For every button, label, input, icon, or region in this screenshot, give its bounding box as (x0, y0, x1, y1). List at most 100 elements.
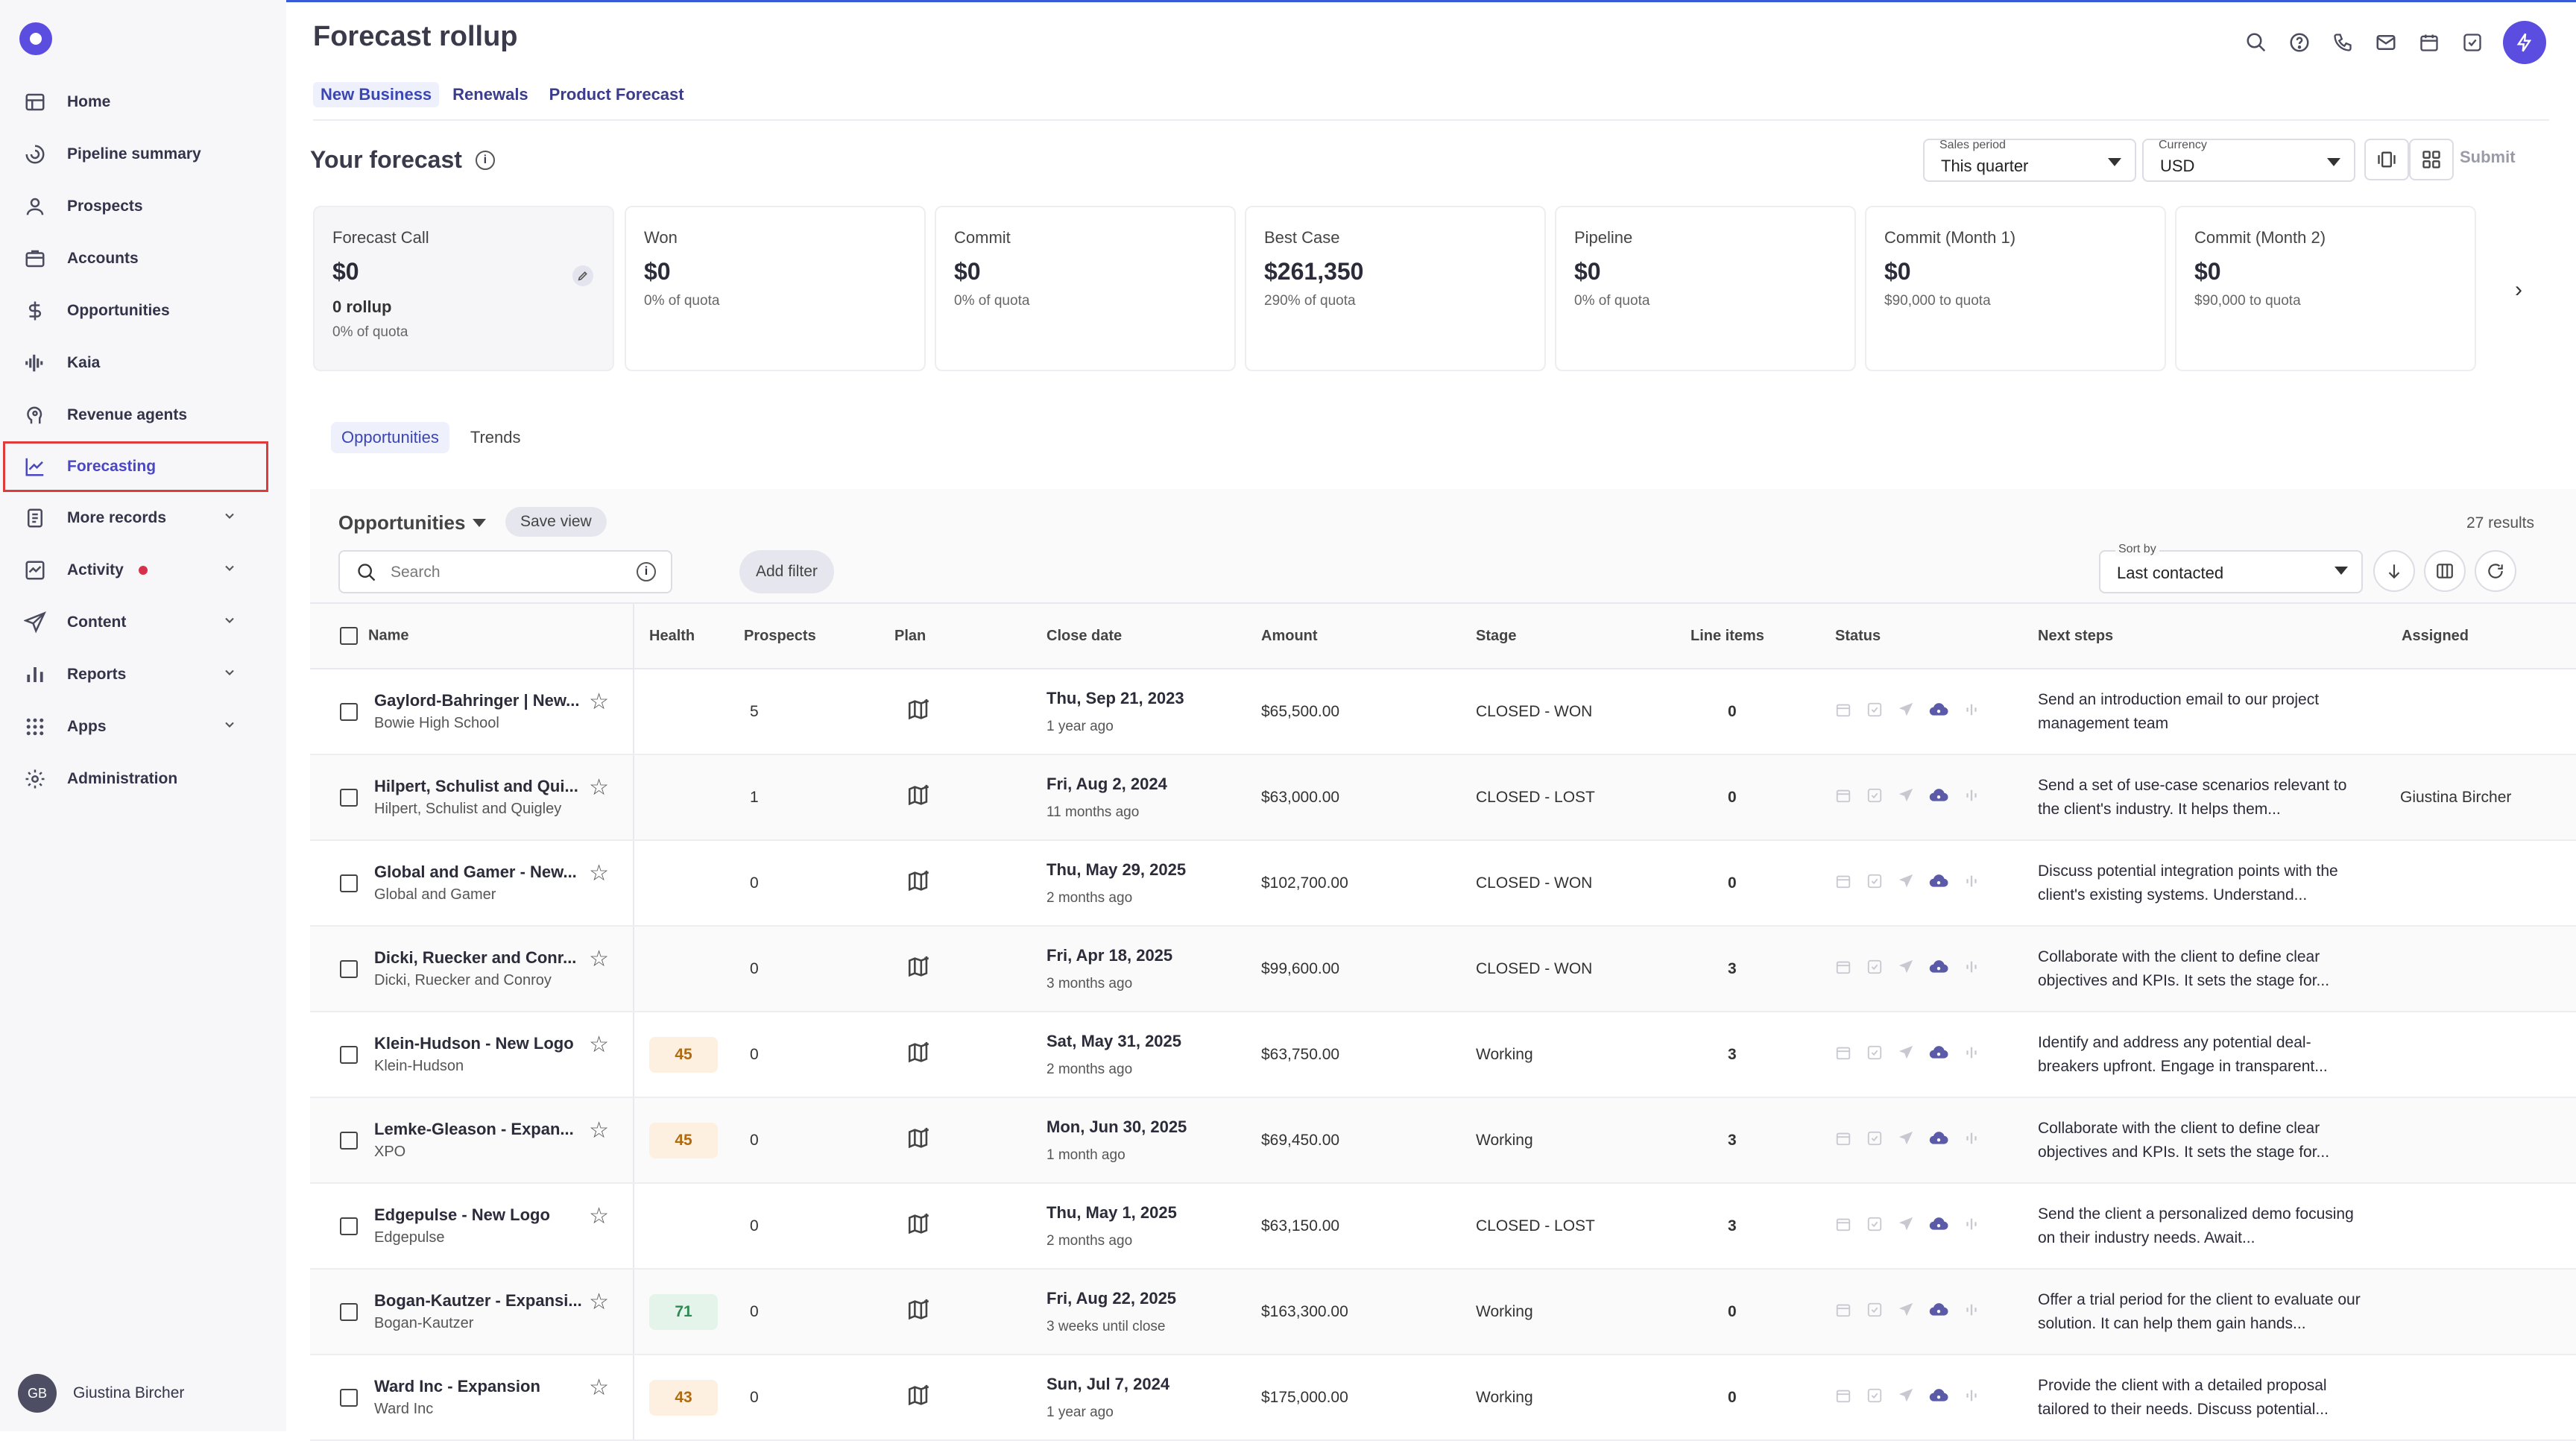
opportunity-name[interactable]: Klein-Hudson - New Logo (374, 1034, 574, 1053)
cloud-icon[interactable] (1929, 1043, 1948, 1067)
task-icon[interactable] (1866, 701, 1883, 722)
waveform-icon[interactable] (1963, 1044, 1980, 1065)
columns-button[interactable] (2424, 550, 2466, 592)
sort-direction-button[interactable] (2373, 550, 2415, 592)
table-row[interactable]: Global and Gamer - New... Global and Gam… (310, 840, 2576, 927)
account-name[interactable]: Bowie High School (374, 715, 499, 731)
star-icon[interactable]: ☆ (589, 861, 609, 886)
chevron-down-icon[interactable] (222, 717, 237, 737)
row-checkbox[interactable] (340, 1388, 358, 1407)
sidebar-item-content[interactable]: Content (0, 596, 286, 649)
cell-assigned[interactable] (2396, 840, 2576, 927)
column-header-line-items[interactable]: Line items (1690, 602, 1835, 669)
waveform-icon[interactable] (1963, 959, 1980, 980)
pencil-icon[interactable] (572, 265, 593, 286)
paper-plane-icon[interactable] (1898, 1044, 1914, 1065)
row-checkbox[interactable] (340, 1302, 358, 1321)
column-header-assigned[interactable]: Assigned (2396, 602, 2576, 669)
forecast-card-won[interactable]: Won $0 0% of quota (625, 206, 926, 371)
tab-renewals[interactable]: Renewals (452, 85, 528, 104)
opportunity-name[interactable]: Bogan-Kautzer - Expansi... (374, 1291, 582, 1310)
map-plan-icon[interactable] (906, 1299, 932, 1326)
cloud-icon[interactable] (1929, 1386, 1948, 1410)
star-icon[interactable]: ☆ (589, 1375, 609, 1400)
tab-trends[interactable]: Trends (470, 428, 521, 447)
star-icon[interactable]: ☆ (589, 947, 609, 971)
cloud-icon[interactable] (1929, 700, 1948, 724)
cell-name[interactable]: Klein-Hudson - New Logo Klein-Hudson ☆ (310, 1012, 634, 1098)
help-icon[interactable] (2287, 30, 2312, 55)
row-checkbox[interactable] (340, 959, 358, 978)
app-logo[interactable] (19, 22, 52, 55)
table-row[interactable]: Klein-Hudson - New Logo Klein-Hudson ☆ 4… (310, 1012, 2576, 1098)
grid-view-button[interactable] (2409, 139, 2454, 180)
map-plan-icon[interactable] (906, 870, 932, 898)
paper-plane-icon[interactable] (1898, 701, 1914, 722)
cell-name[interactable]: Hilpert, Schulist and Qui... Hilpert, Sc… (310, 754, 634, 841)
opportunity-name[interactable]: Gaylord-Bahringer | New... (374, 691, 580, 710)
sidebar-item-activity[interactable]: Activity (0, 544, 286, 596)
cell-assigned[interactable] (2396, 926, 2576, 1012)
account-name[interactable]: Bogan-Kautzer (374, 1315, 474, 1331)
task-icon[interactable] (1866, 787, 1883, 808)
task-icon[interactable] (1866, 873, 1883, 894)
forecast-card-forecast-call[interactable]: Forecast Call $0 0 rollup 0% of quota (313, 206, 614, 371)
map-plan-icon[interactable] (906, 1384, 932, 1412)
submit-button[interactable]: Submit (2460, 148, 2516, 166)
column-header-prospects[interactable]: Prospects (735, 602, 890, 669)
map-plan-icon[interactable] (906, 699, 932, 726)
sidebar-item-pipeline-summary[interactable]: Pipeline summary (0, 128, 286, 180)
sidebar-item-accounts[interactable]: Accounts (0, 233, 286, 285)
sidebar-item-forecasting[interactable]: Forecasting (3, 441, 268, 492)
sort-by-select[interactable]: Sort by Last contacted (2099, 543, 2363, 593)
cloud-icon[interactable] (1929, 786, 1948, 810)
paper-plane-icon[interactable] (1898, 787, 1914, 808)
opportunity-name[interactable]: Dicki, Ruecker and Conr... (374, 948, 577, 967)
cloud-icon[interactable] (1929, 871, 1948, 895)
cell-name[interactable]: Global and Gamer - New... Global and Gam… (310, 840, 634, 927)
cell-name[interactable]: Bogan-Kautzer - Expansi... Bogan-Kautzer… (310, 1269, 634, 1355)
sales-period-select[interactable]: Sales period This quarter (1923, 139, 2136, 182)
lightning-bolt-icon[interactable] (2503, 21, 2546, 64)
cell-name[interactable]: Edgepulse - New Logo Edgepulse ☆ (310, 1183, 634, 1270)
task-icon[interactable] (1866, 1387, 1883, 1408)
save-view-button[interactable]: Save view (505, 507, 607, 537)
cloud-icon[interactable] (1929, 957, 1948, 981)
table-row[interactable]: Ward Inc - Expansion Ward Inc ☆ 43 0 Sun… (310, 1355, 2576, 1441)
task-icon[interactable] (1866, 1044, 1883, 1065)
cell-assigned[interactable] (2396, 1355, 2576, 1441)
paper-plane-icon[interactable] (1898, 1216, 1914, 1237)
currency-select[interactable]: Currency USD (2142, 139, 2355, 182)
search-icon[interactable] (2244, 30, 2269, 55)
forecast-card-commit[interactable]: Commit $0 0% of quota (935, 206, 1236, 371)
column-header-next-steps[interactable]: Next steps (2038, 602, 2396, 669)
map-plan-icon[interactable] (906, 1127, 932, 1155)
paper-plane-icon[interactable] (1898, 873, 1914, 894)
account-name[interactable]: XPO (374, 1144, 406, 1160)
cell-prospects[interactable]: 0 (735, 1012, 890, 1098)
cloud-icon[interactable] (1929, 1129, 1948, 1153)
info-icon[interactable]: i (637, 562, 656, 581)
row-checkbox[interactable] (340, 1131, 358, 1150)
tab-new-business[interactable]: New Business (313, 82, 440, 107)
mail-icon[interactable] (2373, 30, 2399, 55)
account-name[interactable]: Dicki, Ruecker and Conroy (374, 972, 552, 988)
sidebar-item-reports[interactable]: Reports (0, 649, 286, 701)
task-icon[interactable] (1866, 959, 1883, 980)
map-plan-icon[interactable] (906, 1213, 932, 1240)
forecast-card-commit-month-2[interactable]: Commit (Month 2) $0 $90,000 to quota (2175, 206, 2476, 371)
cell-name[interactable]: Dicki, Ruecker and Conr... Dicki, Ruecke… (310, 926, 634, 1012)
column-header-status[interactable]: Status (1835, 602, 2038, 669)
row-checkbox[interactable] (340, 874, 358, 892)
search-input[interactable]: Search i (338, 550, 672, 593)
sidebar-item-more-records[interactable]: More records (0, 492, 286, 544)
star-icon[interactable]: ☆ (589, 1032, 609, 1057)
calendar-icon[interactable] (1835, 873, 1852, 894)
select-all-checkbox[interactable] (340, 627, 358, 645)
table-row[interactable]: Dicki, Ruecker and Conr... Dicki, Ruecke… (310, 926, 2576, 1012)
table-row[interactable]: Hilpert, Schulist and Qui... Hilpert, Sc… (310, 754, 2576, 841)
add-filter-button[interactable]: Add filter (739, 550, 834, 593)
user-profile[interactable]: GB Giustina Bircher (18, 1374, 184, 1413)
column-header-name[interactable]: Name (310, 602, 634, 669)
sidebar-item-kaia[interactable]: Kaia (0, 337, 286, 389)
